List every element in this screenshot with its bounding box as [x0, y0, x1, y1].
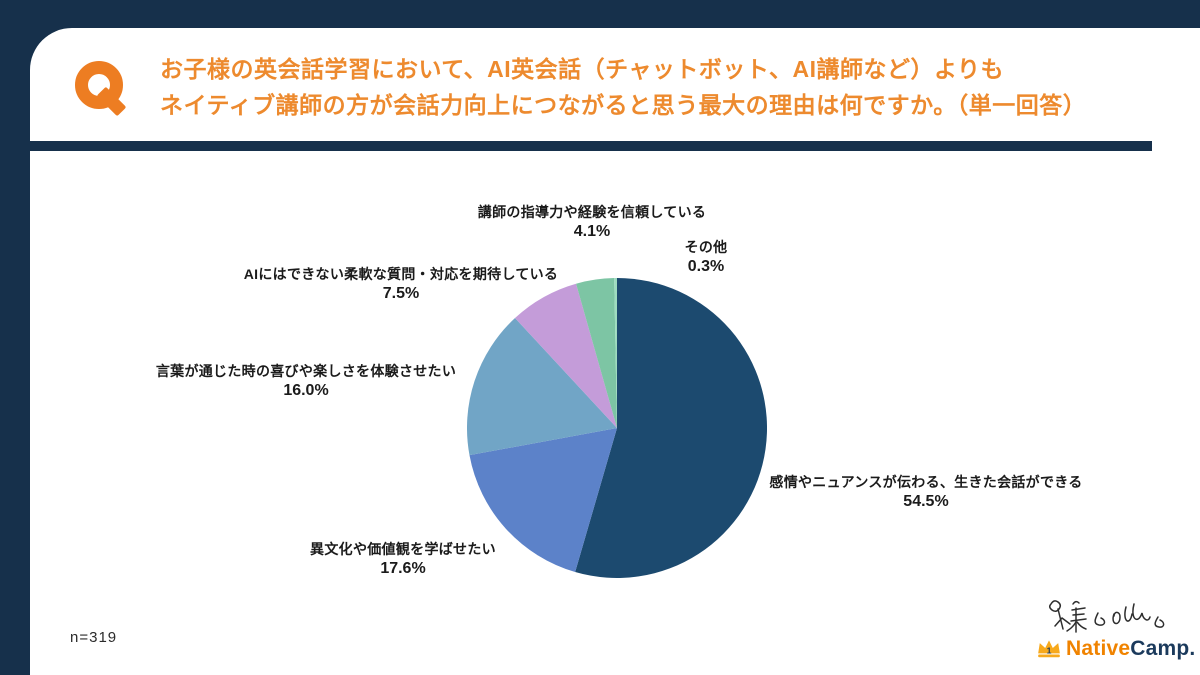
question-title-line2: ネイティブ講師の方が会話力向上につながると思う最大の理由は何ですか。（単一回答） — [160, 92, 1087, 118]
crown-icon: 1 — [1038, 640, 1060, 658]
question-logo — [75, 61, 137, 121]
handwritten-doodle-icon — [1048, 600, 1165, 633]
question-title: お子様の英会話学習において、AI英会話（チャットボット、AI講師など）よりも ネ… — [160, 51, 1170, 123]
question-title-line1: お子様の英会話学習において、AI英会話（チャットボット、AI講師など）よりも — [160, 56, 1005, 82]
brand-name: NativeCamp. — [1066, 638, 1195, 659]
svg-text:1: 1 — [1047, 645, 1052, 655]
brand-name-camp: Camp. — [1130, 637, 1196, 660]
brand-block: 1 NativeCamp. — [1036, 593, 1195, 665]
title-divider-bar — [30, 141, 1152, 151]
brand-name-native: Native — [1066, 637, 1131, 660]
sample-size-label: n=319 — [70, 629, 118, 646]
content-card: お子様の英会話学習において、AI英会話（チャットボット、AI講師など）よりも ネ… — [30, 28, 1200, 675]
nativecamp-logo: 1 NativeCamp. — [1036, 638, 1195, 659]
